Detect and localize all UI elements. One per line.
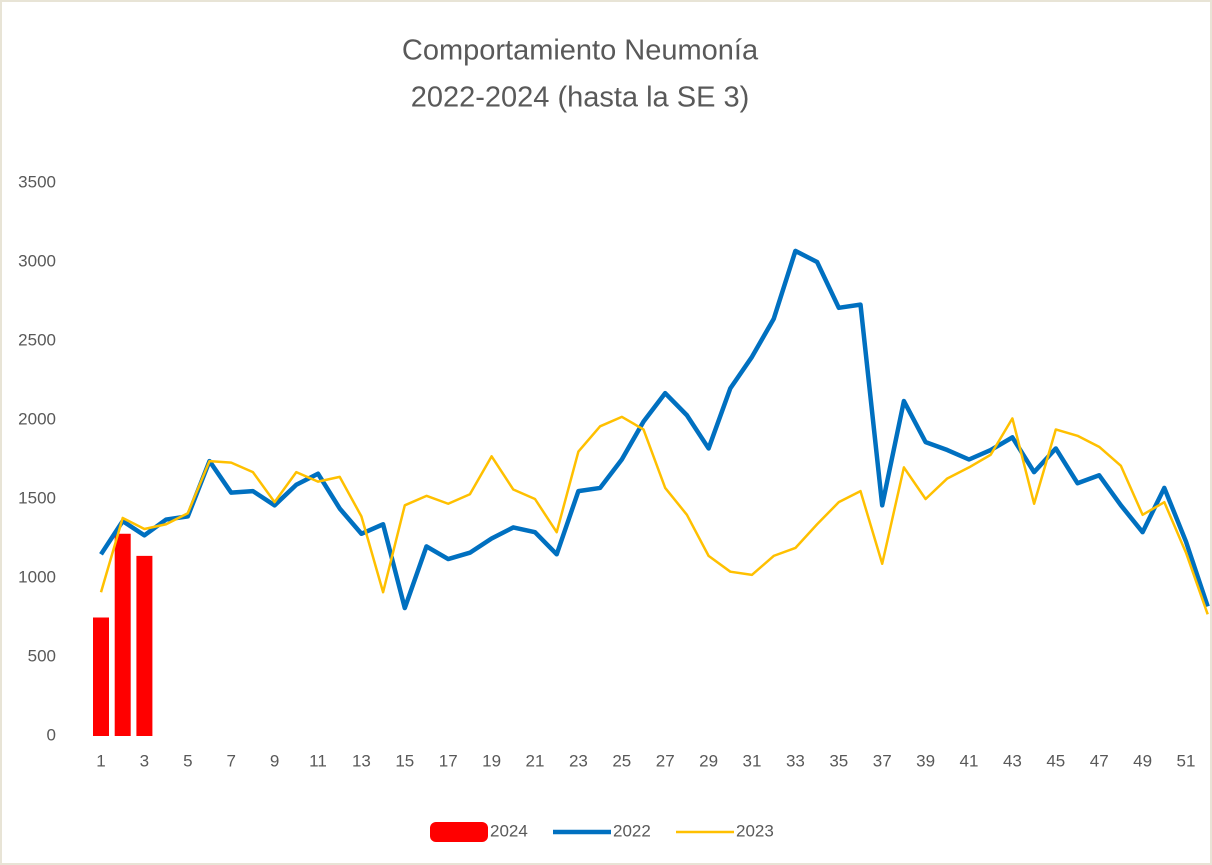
x-tick-label: 5 <box>183 751 192 770</box>
x-tick-label: 33 <box>786 751 805 770</box>
x-tick-label: 39 <box>916 751 935 770</box>
x-tick-label: 25 <box>612 751 631 770</box>
x-tick-label: 45 <box>1046 751 1065 770</box>
legend-label: 2023 <box>736 821 774 840</box>
x-tick-label: 1 <box>96 751 105 770</box>
x-tick-label: 37 <box>873 751 892 770</box>
legend-label: 2024 <box>490 821 528 840</box>
x-tick-label: 19 <box>482 751 501 770</box>
x-tick-label: 13 <box>352 751 371 770</box>
x-tick-label: 29 <box>699 751 718 770</box>
y-tick-label: 500 <box>28 646 56 665</box>
y-tick-label: 2500 <box>18 330 56 349</box>
x-tick-label: 49 <box>1133 751 1152 770</box>
x-tick-label: 47 <box>1090 751 1109 770</box>
chart-title: 2022-2024 (hasta la SE 3) <box>411 82 750 114</box>
x-tick-label: 27 <box>656 751 675 770</box>
x-tick-label: 9 <box>270 751 279 770</box>
legend-swatch <box>430 822 488 842</box>
x-tick-label: 43 <box>1003 751 1022 770</box>
y-tick-label: 3500 <box>18 172 56 191</box>
line <box>99 415 1209 615</box>
legend-label: 2022 <box>613 821 651 840</box>
y-tick-label: 3000 <box>18 251 56 270</box>
y-tick-label: 0 <box>47 725 56 744</box>
x-tick-label: 35 <box>829 751 848 770</box>
chart-title: Comportamiento Neumonía <box>402 35 759 67</box>
bar <box>114 533 131 736</box>
y-tick-label: 1500 <box>18 488 56 507</box>
x-tick-label: 7 <box>226 751 235 770</box>
x-tick-label: 17 <box>439 751 458 770</box>
x-tick-label: 15 <box>395 751 414 770</box>
x-tick-label: 21 <box>526 751 545 770</box>
x-tick-label: 23 <box>569 751 588 770</box>
x-tick-label: 31 <box>743 751 762 770</box>
y-tick-label: 1000 <box>18 567 56 586</box>
bar <box>93 617 109 736</box>
x-tick-label: 51 <box>1177 751 1196 770</box>
x-tick-label: 11 <box>309 751 327 770</box>
y-tick-label: 2000 <box>18 409 56 428</box>
bar <box>136 555 153 736</box>
x-tick-label: 41 <box>960 751 979 770</box>
x-tick-label: 3 <box>140 751 149 770</box>
line <box>99 248 1210 611</box>
